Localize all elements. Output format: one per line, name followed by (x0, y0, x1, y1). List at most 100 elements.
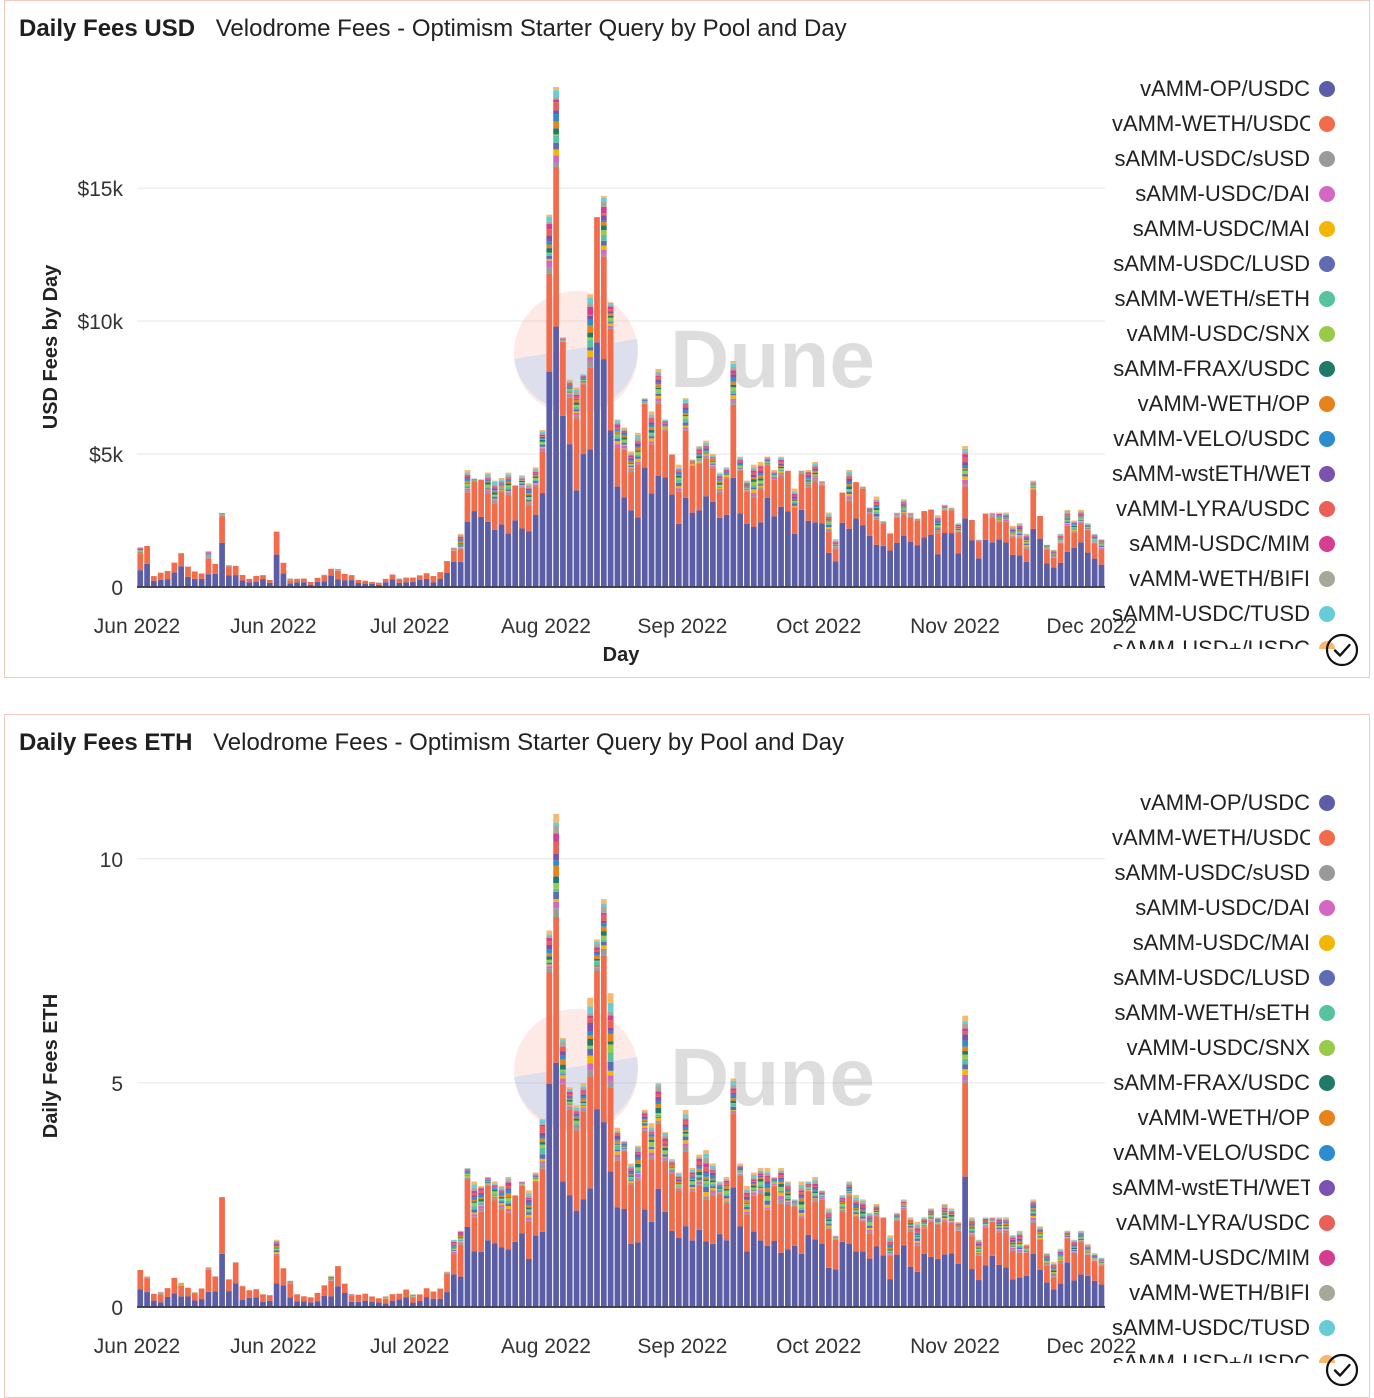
bar-day (410, 1294, 416, 1307)
bar-segment (450, 1250, 457, 1252)
legend-item[interactable]: vAMM-LYRA/USDC (1075, 1205, 1335, 1240)
bar-segment (730, 1106, 737, 1111)
bar-day (375, 1298, 382, 1307)
bar-segment (710, 1172, 716, 1176)
bar-day (157, 1291, 164, 1307)
bar-segment (710, 462, 716, 465)
bar-segment (682, 407, 689, 411)
bar-segment (532, 1177, 539, 1178)
bar-segment (171, 1277, 178, 1294)
bar-segment (703, 1241, 709, 1307)
legend-item[interactable]: vAMM-VELO/USDC (1075, 421, 1335, 456)
bar-segment (1037, 1233, 1043, 1236)
bar-segment (478, 1211, 484, 1252)
legend-swatch (1319, 605, 1335, 622)
legend-item[interactable]: sAMM-USDC/LUSD (1075, 960, 1335, 995)
bar-segment (525, 490, 532, 494)
legend-item[interactable]: vAMM-OP/USDC (1075, 785, 1335, 820)
bar-day (737, 456, 744, 587)
bar-segment (669, 494, 675, 587)
legend-item[interactable]: vAMM-WETH/BIFI (1075, 561, 1335, 596)
bar-segment (716, 1185, 723, 1187)
legend-item[interactable]: sAMM-USDC/sUSD (1075, 855, 1335, 890)
bar-segment (750, 526, 757, 587)
bar-segment (710, 1186, 716, 1189)
legend-item[interactable]: sAMM-FRAX/USDC (1075, 1065, 1335, 1100)
bar-segment (273, 1253, 280, 1255)
bar-segment (675, 1181, 682, 1182)
bar-segment (853, 1201, 859, 1202)
legend-label: sAMM-USD+/USDC (1112, 635, 1310, 650)
legend-item[interactable]: sAMM-wstETH/WETH (1075, 456, 1335, 491)
legend-item[interactable]: sAMM-FRAX/USDC (1075, 351, 1335, 386)
legend-item[interactable]: sAMM-WETH/sETH (1075, 995, 1335, 1030)
bar-segment (1030, 489, 1037, 491)
bar-segment (587, 1048, 594, 1056)
bar-segment (1057, 1262, 1064, 1264)
legend-item[interactable]: vAMM-WETH/OP (1075, 386, 1335, 421)
bar-segment (1037, 1230, 1043, 1232)
bar-segment (614, 1127, 621, 1131)
bar-segment (682, 1226, 689, 1307)
bar-segment (580, 1104, 587, 1105)
bar-segment (485, 490, 491, 493)
legend-item[interactable]: vAMM-LYRA/USDC (1075, 491, 1335, 526)
bar-segment (771, 1241, 778, 1307)
legend-item[interactable]: sAMM-USDC/TUSD (1075, 596, 1335, 631)
bar-segment (934, 1220, 941, 1222)
legend-item[interactable]: vAMM-WETH/BIFI (1075, 1275, 1335, 1310)
bar-segment (553, 110, 559, 115)
check-circle-icon[interactable] (1325, 633, 1359, 667)
bar-segment (607, 1011, 614, 1016)
bar-segment (873, 1207, 880, 1209)
legend-item[interactable]: vAMM-USDC/SNX (1075, 316, 1335, 351)
bar-segment (710, 1190, 716, 1194)
legend-item[interactable]: sAMM-USDC/MAI (1075, 925, 1335, 960)
bar-segment (778, 1171, 784, 1173)
legend-item[interactable]: vAMM-VELO/USDC (1075, 1135, 1335, 1170)
bar-segment (519, 528, 525, 587)
bar-segment (716, 1194, 723, 1235)
legend-item[interactable]: sAMM-WETH/sETH (1075, 281, 1335, 316)
legend-item[interactable]: sAMM-USD+/USDC (1075, 631, 1335, 649)
legend-item[interactable]: sAMM-USDC/DAI (1075, 176, 1335, 211)
bar-segment (812, 463, 818, 465)
legend-item[interactable]: sAMM-USDC/MAI (1075, 211, 1335, 246)
legend-item[interactable]: vAMM-WETH/OP (1075, 1100, 1335, 1135)
legend-item[interactable]: vAMM-USDC/SNX (1075, 1030, 1335, 1065)
bar-segment (491, 1243, 498, 1307)
bar-segment (1009, 1245, 1016, 1246)
legend-item[interactable]: vAMM-OP/USDC (1075, 71, 1335, 106)
legend-item[interactable]: sAMM-USDC/LUSD (1075, 246, 1335, 281)
bar-segment (1078, 1240, 1084, 1242)
legend-item[interactable]: vAMM-WETH/USDC (1075, 106, 1335, 141)
legend-label: vAMM-WETH/BIFI (1129, 565, 1310, 591)
legend-item[interactable]: sAMM-wstETH/WETH (1075, 1170, 1335, 1205)
bar-segment (798, 1209, 805, 1213)
check-circle-icon[interactable] (1325, 1353, 1359, 1387)
legend-item[interactable]: sAMM-USD+/USDC (1075, 1345, 1335, 1363)
bar-segment (628, 453, 634, 455)
legend[interactable]: vAMM-OP/USDC vAMM-WETH/USDC sAMM-USDC/sUSD… (1075, 71, 1335, 649)
bar-segment (1003, 512, 1009, 514)
bar-segment (491, 480, 498, 482)
legend-item[interactable]: sAMM-USDC/MIM (1075, 526, 1335, 561)
bar-segment (246, 582, 253, 587)
bar-segment (955, 1224, 962, 1226)
bar-segment (853, 1209, 859, 1211)
bar-segment (1091, 1256, 1098, 1258)
bar-segment (757, 488, 764, 490)
legend-item[interactable]: sAMM-USDC/MIM (1075, 1240, 1335, 1275)
bar-segment (764, 459, 771, 461)
legend-item[interactable]: vAMM-WETH/USDC (1075, 820, 1335, 855)
legend[interactable]: vAMM-OP/USDC vAMM-WETH/USDC sAMM-USDC/sUSD… (1075, 785, 1335, 1363)
bar-segment (996, 1225, 1003, 1228)
legend-item[interactable]: sAMM-USDC/DAI (1075, 890, 1335, 925)
bar-segment (137, 553, 144, 554)
bar-segment (805, 469, 812, 472)
bar-day (791, 488, 798, 587)
bar-segment (791, 1204, 798, 1206)
legend-item[interactable]: sAMM-USDC/sUSD (1075, 141, 1335, 176)
legend-item[interactable]: sAMM-USDC/TUSD (1075, 1310, 1335, 1345)
bar-segment (587, 1018, 594, 1023)
